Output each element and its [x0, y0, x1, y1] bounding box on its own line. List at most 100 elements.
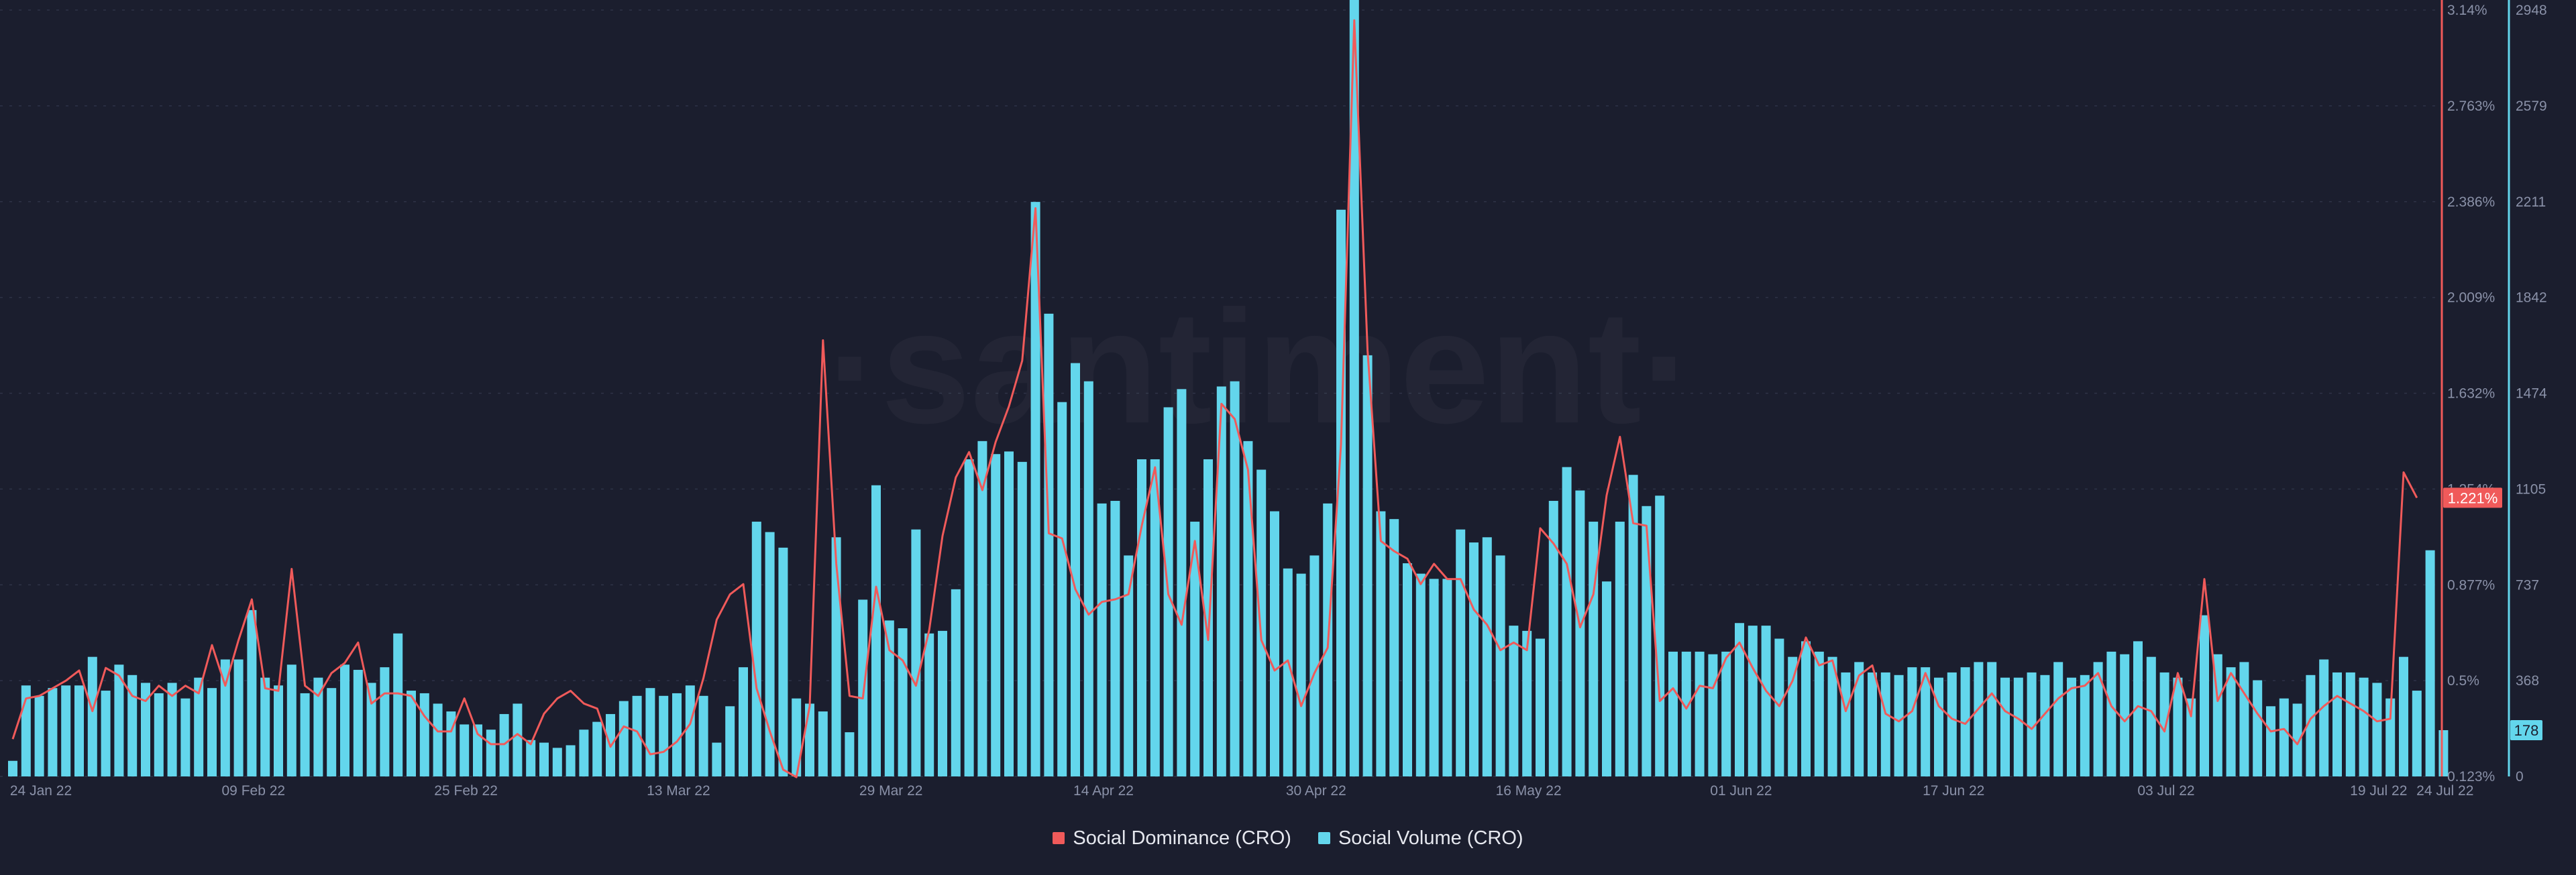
volume-bar [1270, 512, 1279, 776]
x-tick-label: 14 Apr 22 [1073, 783, 1134, 799]
volume-bar [911, 530, 920, 776]
volume-bar [2173, 678, 2182, 776]
y-left-tick-label: 2.763% [2447, 99, 2495, 114]
volume-bar [1124, 555, 1133, 776]
volume-bar [1868, 673, 1877, 776]
y-right-tick-label: 1474 [2516, 386, 2547, 402]
volume-bar [1947, 673, 1957, 776]
x-tick-label: 13 Mar 22 [647, 783, 710, 799]
legend-label-volume: Social Volume (CRO) [1338, 827, 1523, 850]
volume-bar [1297, 574, 1306, 776]
volume-bar [1841, 673, 1850, 776]
y-right-tick-label: 737 [2516, 577, 2539, 593]
y-right-tick-label: 368 [2516, 673, 2539, 689]
x-tick-label: 24 Jan 22 [10, 783, 72, 799]
y-left-tick-label: 1.632% [2447, 386, 2495, 402]
legend-item-volume[interactable]: Social Volume (CRO) [1318, 827, 1523, 850]
volume-bar [1376, 512, 1385, 776]
volume-bar [1004, 451, 1014, 776]
volume-bar [301, 693, 310, 776]
volume-bar [805, 703, 814, 776]
volume-bar [35, 696, 44, 776]
volume-bar [1642, 506, 1651, 776]
y-left-tick-label: 0.877% [2447, 577, 2495, 593]
volume-bar [951, 589, 961, 776]
x-tick-label: 16 May 22 [1496, 783, 1562, 799]
volume-bar [1416, 574, 1426, 776]
volume-bar [1456, 530, 1465, 776]
volume-bar [991, 454, 1000, 776]
volume-bar [2200, 616, 2209, 776]
volume-bar [1230, 382, 1240, 776]
volume-bar [778, 548, 788, 776]
volume-bar [1682, 652, 1691, 776]
volume-bar [1589, 522, 1598, 776]
volume-bar [433, 703, 443, 776]
volume-bar [553, 748, 562, 776]
volume-bar [2040, 675, 2049, 776]
dominance-value-text: 1.221% [2448, 489, 2498, 506]
volume-bar [566, 745, 576, 776]
volume-bar [48, 688, 57, 776]
volume-bar [1815, 652, 1824, 776]
volume-bar [686, 685, 695, 776]
x-tick-label: 29 Mar 22 [859, 783, 923, 799]
volume-bar [1748, 626, 1758, 776]
volume-bar [1907, 667, 1917, 776]
volume-bar [659, 696, 668, 776]
legend-item-dominance[interactable]: Social Dominance (CRO) [1053, 827, 1291, 850]
volume-bar [2319, 660, 2328, 776]
volume-bar [645, 688, 655, 776]
x-tick-label: 24 Jul 22 [2416, 783, 2473, 799]
volume-bar [180, 699, 190, 776]
volume-bar [1854, 662, 1864, 776]
volume-bar [88, 657, 97, 776]
volume-bar [1442, 579, 1452, 776]
volume-bar [247, 610, 256, 776]
volume-value-text: 178 [2514, 722, 2539, 739]
volume-bar [154, 693, 164, 776]
volume-bar [965, 459, 974, 776]
volume-bar [871, 485, 881, 776]
volume-bar [420, 693, 429, 776]
volume-bar [74, 685, 84, 776]
volume-bar [1708, 654, 1717, 776]
volume-bar [924, 634, 934, 776]
volume-bar [2106, 652, 2116, 776]
volume-bar [1110, 501, 1120, 776]
volume-bar [1389, 519, 1399, 776]
volume-bar [486, 730, 496, 776]
volume-bar [1243, 441, 1252, 776]
volume-bar [101, 691, 111, 776]
y-right-tick-label: 2579 [2516, 99, 2547, 114]
chart-legend: Social Dominance (CRO) Social Volume (CR… [0, 823, 2576, 853]
volume-bar [2000, 678, 2010, 776]
volume-bar [619, 701, 629, 776]
volume-bar [1430, 579, 1439, 776]
volume-bar [274, 685, 283, 776]
y-right-tick-label: 0 [2516, 769, 2524, 784]
volume-bar [1177, 389, 1186, 776]
volume-bar [393, 634, 402, 776]
volume-bar [818, 711, 828, 776]
volume-bar [752, 522, 761, 776]
volume-bar [885, 620, 894, 776]
volume-bar [2266, 706, 2275, 776]
volume-bar [1974, 662, 1983, 776]
volume-bar [2226, 667, 2236, 776]
volume-bar [1987, 662, 1996, 776]
volume-bar [367, 683, 376, 776]
volume-bar [1575, 491, 1585, 776]
y-right-tick-label: 1842 [2516, 290, 2547, 306]
volume-bar [1801, 641, 1811, 776]
legend-swatch-dominance [1053, 832, 1065, 844]
volume-bar [1774, 639, 1784, 776]
volume-bar [592, 722, 602, 776]
volume-bar [2359, 678, 2369, 776]
volume-bar [1363, 355, 1373, 776]
volume-bar [1762, 626, 1771, 776]
y-left-tick-label: 3.14% [2447, 3, 2487, 18]
volume-bar [2332, 673, 2342, 776]
